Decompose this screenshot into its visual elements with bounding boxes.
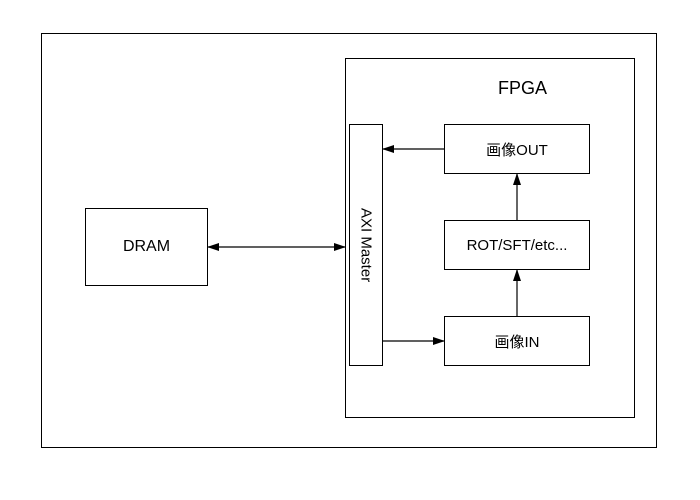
image-in-box: 画像IN [444,316,590,366]
image-out-label: 画像OUT [486,139,548,160]
fpga-label: FPGA [498,78,547,99]
image-out-box: 画像OUT [444,124,590,174]
dram-box: DRAM [85,208,208,286]
dram-label: DRAM [123,238,170,256]
image-in-label: 画像IN [494,331,539,352]
axi-master-box: AXI Master [349,124,383,366]
rot-sft-box: ROT/SFT/etc... [444,220,590,270]
axi-master-label: AXI Master [358,208,375,282]
diagram-canvas: FPGA DRAM AXI Master 画像OUT ROT/SFT/etc..… [0,0,700,500]
rot-sft-label: ROT/SFT/etc... [467,237,568,254]
